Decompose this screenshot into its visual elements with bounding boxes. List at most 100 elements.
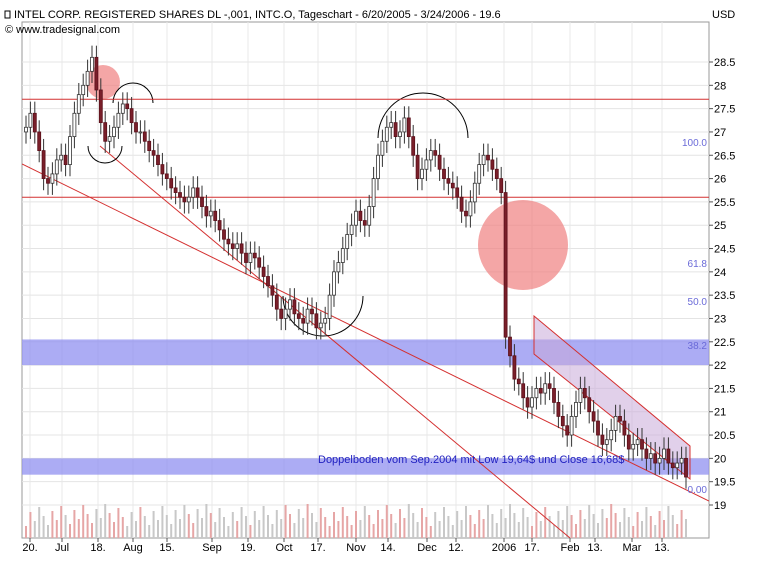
volume-bar [478, 510, 481, 538]
candle-body [618, 415, 622, 422]
x-tick-label: Mar [623, 542, 642, 554]
volume-bar [69, 524, 71, 538]
candle-body [376, 154, 380, 179]
volume-bar [143, 516, 146, 538]
volume-bar [685, 519, 687, 538]
fib-label: 38.2 [688, 341, 708, 352]
candle-body [226, 238, 231, 245]
volume-bar [289, 514, 291, 538]
volume-bar [157, 520, 159, 538]
candle-body [120, 103, 125, 114]
candle-body [24, 126, 28, 133]
candle-body [138, 131, 143, 134]
candle-body [314, 313, 319, 329]
x-tick-label: 17. [310, 542, 325, 554]
volume-bar [513, 513, 516, 538]
volume-bar [654, 525, 657, 538]
candle-body [156, 154, 160, 165]
volume-bar [341, 507, 344, 538]
volume-bar [284, 505, 287, 538]
candle-body [204, 206, 209, 217]
volume-bar [605, 518, 608, 538]
candle-body [437, 154, 442, 170]
candle-body [340, 248, 345, 263]
volume-bar [196, 509, 199, 538]
volume-bar [306, 504, 309, 538]
volume-bar [509, 504, 511, 538]
candle-body [125, 103, 130, 110]
volume-bar [460, 520, 463, 538]
candle-body [173, 187, 178, 193]
volume-bar [443, 507, 445, 538]
candle-body [349, 224, 354, 235]
candle-body [538, 388, 543, 394]
x-tick-label: 13. [587, 542, 602, 554]
candle-body [684, 457, 688, 478]
volume-bar [346, 516, 349, 538]
candle-body [248, 252, 253, 263]
volume-bar [570, 515, 573, 538]
volume-bar [275, 510, 278, 538]
volume-bar [42, 516, 45, 538]
volume-bar [201, 518, 203, 538]
candle-body [85, 70, 90, 86]
volume-bar [350, 525, 353, 538]
candle-body [494, 168, 499, 179]
candle-body [521, 383, 526, 399]
candle-body [90, 56, 94, 72]
volume-bar [491, 514, 494, 538]
candle-body [477, 164, 482, 184]
volume-bar [25, 526, 27, 538]
volume-bar [434, 512, 437, 538]
volume-bar [663, 520, 665, 538]
y-tick-label: 23.5 [714, 290, 735, 302]
candle-body [107, 136, 112, 142]
volume-bar [667, 506, 670, 538]
volume-bar [174, 510, 177, 538]
fib-label: 0.00 [688, 485, 708, 496]
y-tick-label: 19 [714, 500, 726, 512]
candle-body [28, 112, 33, 128]
volume-bar [231, 512, 234, 538]
volume-bar [407, 504, 410, 538]
candle-body [345, 234, 350, 249]
x-tick-label: 17. [524, 542, 539, 554]
volume-bar [267, 515, 269, 538]
arc-bottom-left [87, 145, 123, 164]
volume-bar [183, 505, 186, 538]
candle-body [640, 439, 644, 450]
candle-body [433, 150, 438, 156]
volume-bar [517, 522, 520, 538]
volume-bar [447, 516, 450, 538]
candle-body [182, 196, 187, 203]
candle-body [239, 243, 244, 254]
volume-bar [416, 522, 419, 538]
volume-bar [192, 523, 195, 538]
volume-bar [412, 513, 415, 538]
candle-body [516, 378, 521, 385]
volume-bar [456, 511, 459, 538]
volume-bar [113, 522, 115, 538]
volume-bar [355, 511, 357, 538]
candle-body [547, 383, 552, 389]
candle-body [450, 182, 455, 189]
volume-bar [258, 520, 261, 538]
volume-bar [253, 511, 256, 538]
volume-bar [337, 521, 340, 538]
candle-body [279, 308, 284, 319]
candle-body [362, 220, 367, 226]
volume-bar [363, 506, 366, 538]
volume-bar [399, 509, 401, 538]
candle-body [134, 122, 138, 133]
volume-bar [319, 508, 322, 538]
candle-body [94, 56, 99, 91]
y-tick-label: 21.5 [714, 383, 735, 395]
x-tick-label: 2006 [492, 542, 516, 554]
candle-body [490, 159, 495, 170]
volume-bar [544, 507, 547, 538]
candle-body [195, 187, 200, 198]
candle-body [112, 126, 116, 138]
trend-overlays [22, 65, 709, 538]
title-icon [4, 10, 11, 19]
volume-bar [465, 506, 467, 538]
